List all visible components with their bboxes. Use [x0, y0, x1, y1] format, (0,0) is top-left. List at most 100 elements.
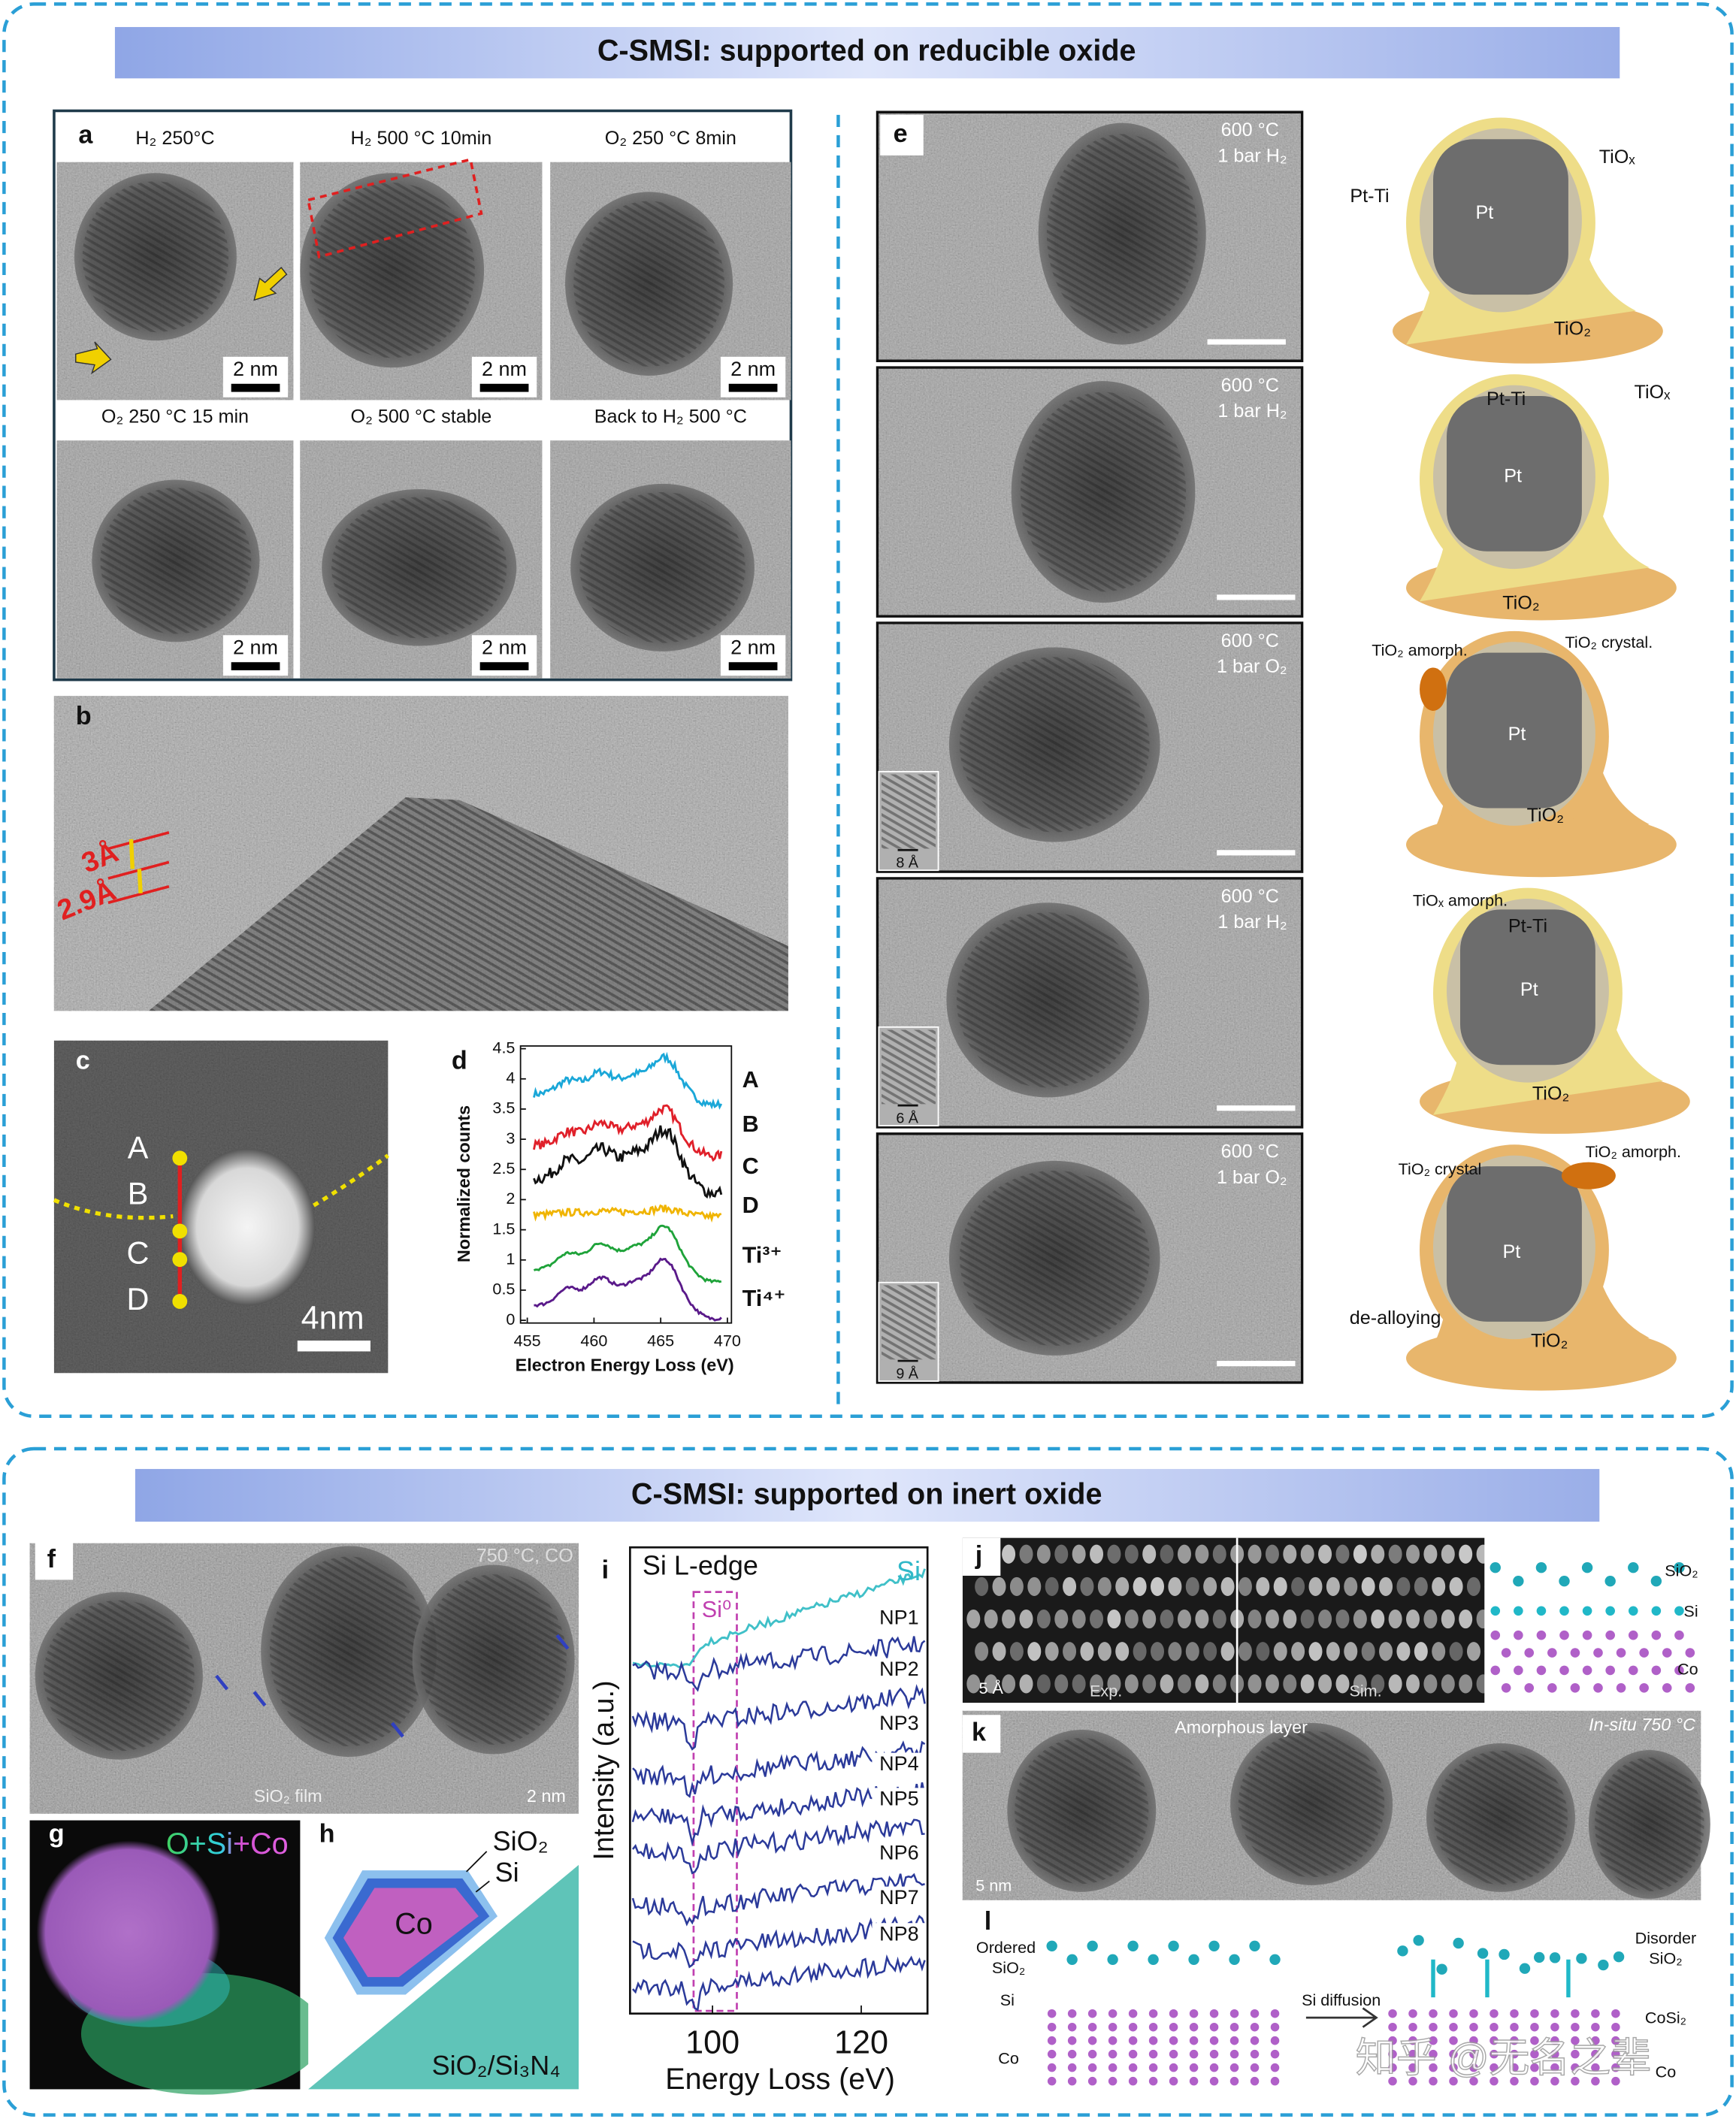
particle — [180, 1148, 316, 1306]
atom-co — [1550, 2009, 1559, 2018]
atom-co — [1536, 1665, 1547, 1676]
atom-co — [1547, 1682, 1557, 1693]
atom-contrast — [1080, 1642, 1094, 1661]
atom-co — [1148, 2049, 1158, 2059]
arrow — [1305, 2007, 1378, 2028]
panel-label: k — [972, 1718, 987, 1746]
atom-contrast — [1195, 1609, 1209, 1629]
atom-si — [1651, 1606, 1662, 1616]
schematic-label: TiO₂ crystal. — [1565, 633, 1653, 651]
atom-o — [1413, 1935, 1424, 1946]
atom-co — [1108, 2063, 1118, 2072]
condition: In-situ 750 °C — [1589, 1715, 1695, 1734]
spectrum — [631, 1684, 926, 1751]
layer-label: CoSi₂ — [1645, 2009, 1686, 2027]
atom-contrast — [1335, 1544, 1350, 1564]
atom-co — [1501, 1682, 1511, 1693]
co-core — [343, 1888, 479, 1978]
marker-line — [107, 831, 170, 851]
atom-co — [1469, 2076, 1478, 2086]
scale-bar — [297, 1341, 370, 1352]
atom-co — [1571, 2022, 1580, 2032]
label-box — [962, 1715, 1001, 1753]
schematic-label: Pt-Ti — [1486, 388, 1526, 410]
atom-contrast — [1388, 1674, 1402, 1694]
atom-contrast — [1045, 1642, 1059, 1661]
scale-bar-label: 2 nm — [233, 636, 278, 658]
atom-co — [1571, 2076, 1580, 2086]
atom-contrast — [1308, 1576, 1323, 1596]
atom-co — [1087, 2076, 1097, 2086]
spectrum — [533, 1125, 723, 1199]
atom-co — [1250, 2076, 1260, 2086]
pt-core — [1459, 909, 1595, 1066]
x-tick-label: 460 — [580, 1332, 607, 1350]
atom-co — [1429, 2076, 1438, 2086]
point-label: D — [127, 1282, 150, 1316]
atom-co — [1169, 2049, 1178, 2059]
atom-co — [1510, 2022, 1519, 2032]
y-tick-label: 2.5 — [492, 1159, 515, 1177]
atom-co — [1408, 2022, 1417, 2032]
atom-contrast — [1423, 1674, 1438, 1694]
point — [172, 1294, 188, 1309]
inset-label: 6 Å — [896, 1109, 918, 1126]
atom-co — [1270, 2063, 1280, 2072]
atom-o — [1674, 1562, 1685, 1573]
atom-contrast — [1256, 1576, 1270, 1596]
atom-co — [1189, 2063, 1199, 2072]
y-tick-label: 1 — [506, 1249, 515, 1268]
atom-o — [1490, 1562, 1501, 1573]
atom-co — [1250, 2049, 1260, 2059]
scale-bar-label: 5 Å — [979, 1679, 1004, 1697]
atom-co — [1108, 2049, 1118, 2059]
schematic-label: Pt-Ti — [1508, 915, 1547, 936]
scale-bar-label: 2 nm — [730, 358, 776, 380]
atom-co — [1108, 2036, 1118, 2045]
pt-core — [1447, 1166, 1582, 1322]
atom-co — [1209, 2022, 1219, 2032]
trace-label: D — [742, 1193, 759, 1218]
inset-label: 8 Å — [896, 854, 918, 871]
atom-contrast — [1353, 1674, 1367, 1694]
atom-co — [1270, 2009, 1280, 2018]
atom-o — [1604, 1576, 1616, 1587]
condition: 1 bar H₂ — [1217, 911, 1287, 933]
atom-contrast — [1185, 1642, 1199, 1661]
support — [308, 1864, 579, 2090]
scale-bar — [1207, 339, 1286, 345]
atom-co — [1189, 2022, 1199, 2032]
atom-contrast — [1097, 1576, 1111, 1596]
atom-contrast — [1097, 1642, 1111, 1661]
atom-co — [1547, 1648, 1557, 1658]
atom-co — [1388, 2076, 1397, 2086]
atom-co — [1514, 1665, 1523, 1676]
atom-contrast — [1090, 1674, 1104, 1694]
atom-o — [1559, 1576, 1570, 1587]
atom-co — [1047, 2049, 1057, 2059]
banner-title: C-SMSI: supported on inert oxide — [631, 1477, 1102, 1510]
atom-co — [1591, 2036, 1600, 2045]
arrow — [253, 267, 288, 301]
atom-co — [1429, 2063, 1438, 2072]
atom-o — [1576, 1953, 1587, 1964]
atom-contrast — [1449, 1576, 1463, 1596]
bottom-banner — [135, 1468, 1600, 1522]
atom-o — [1046, 1940, 1057, 1951]
atom-contrast — [1151, 1576, 1164, 1596]
atom-contrast — [1265, 1544, 1279, 1564]
atom-co — [1108, 2009, 1118, 2018]
atom-co — [1674, 1665, 1684, 1676]
label-bg — [872, 1712, 927, 1737]
atom-co — [1510, 2036, 1519, 2045]
atom-contrast — [1291, 1576, 1305, 1596]
atom-contrast — [1318, 1674, 1332, 1694]
atom-contrast — [1361, 1642, 1375, 1661]
condition: 600 °C — [1221, 375, 1279, 396]
banner-title: C-SMSI: supported on reducible oxide — [597, 35, 1136, 68]
condition: 1 bar O₂ — [1217, 656, 1287, 677]
atom-contrast — [1423, 1609, 1438, 1629]
support-label: SiO₂/Si₃N₄ — [432, 2050, 561, 2081]
atom-o — [1628, 1562, 1639, 1573]
atom-co — [1449, 2076, 1458, 2086]
